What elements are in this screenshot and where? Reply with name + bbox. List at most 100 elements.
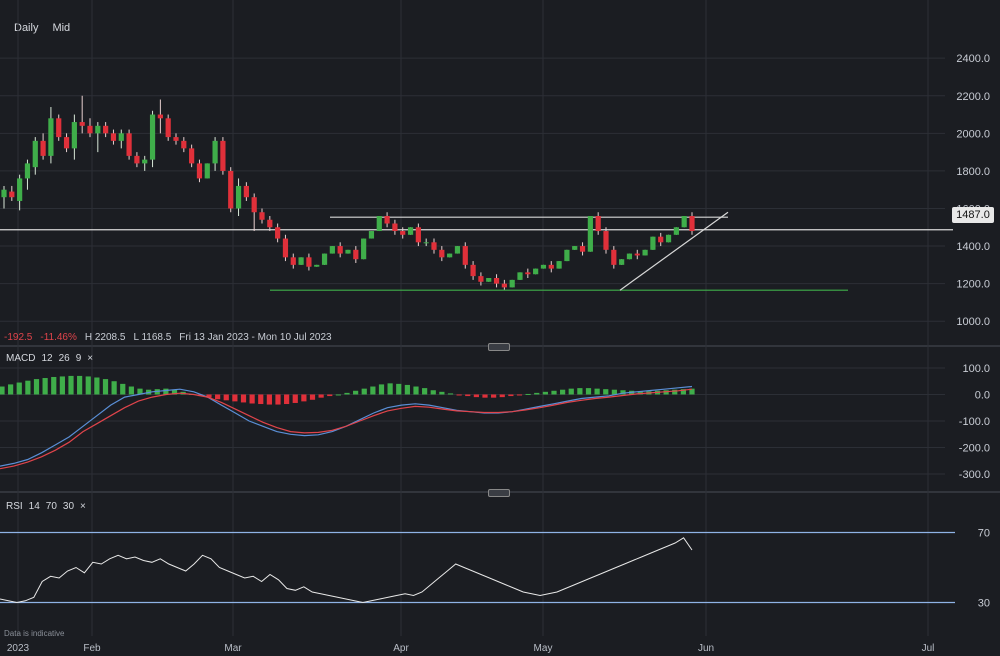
- current-price-badge: 1487.0: [952, 207, 994, 223]
- candle-body: [384, 216, 390, 224]
- macd-histogram-bar: [534, 392, 540, 395]
- candle-body: [63, 137, 70, 149]
- candle-body: [251, 197, 257, 213]
- candle-body: [509, 279, 515, 288]
- candle-body: [181, 140, 187, 149]
- macd-histogram-bar: [542, 391, 548, 395]
- candle-body: [95, 125, 101, 134]
- macd-histogram-bar: [240, 394, 247, 403]
- x-tick-label: Mar: [224, 643, 242, 654]
- candle-body: [673, 227, 679, 235]
- macd-histogram-bar: [120, 383, 126, 395]
- macd-histogram-bar: [672, 389, 678, 395]
- x-tick-label: Jul: [922, 643, 935, 654]
- candle-body: [353, 249, 359, 260]
- macd-histogram-bar: [508, 394, 514, 397]
- candle-body: [634, 253, 640, 256]
- y-tick-label: 2000.0: [956, 128, 990, 140]
- rsi-upper-level: 70: [45, 501, 57, 512]
- candle-body: [71, 122, 77, 149]
- candle-body: [228, 170, 234, 209]
- rsi-y-tick-label: 30: [978, 598, 990, 610]
- candle-body: [470, 264, 476, 277]
- pane-resize-handle[interactable]: [488, 343, 510, 351]
- macd-histogram-bar: [284, 394, 290, 405]
- candle-body: [126, 133, 132, 156]
- candle-body: [642, 249, 648, 256]
- macd-histogram-bar: [266, 394, 272, 405]
- macd-histogram-bar: [361, 388, 367, 395]
- macd-histogram-bar: [663, 390, 669, 395]
- candle-body: [243, 185, 249, 198]
- macd-histogram-bar: [637, 391, 643, 395]
- candle-body: [56, 118, 62, 138]
- candle-body: [376, 216, 382, 232]
- macd-histogram-bar: [8, 384, 14, 395]
- candle-body: [196, 163, 203, 179]
- macd-legend: MACD 12 26 9 ×: [6, 353, 93, 364]
- candle-body: [400, 231, 406, 235]
- macd-histogram-bar: [525, 393, 531, 395]
- high-value: H 2208.5: [84, 332, 126, 343]
- data-disclaimer: Data is indicative: [4, 629, 65, 638]
- change-value: -192.5: [4, 332, 33, 343]
- candle-body: [212, 140, 218, 164]
- macd-close-icon[interactable]: ×: [87, 353, 94, 364]
- pane-resize-handle[interactable]: [488, 489, 510, 497]
- macd-histogram-bar: [568, 388, 574, 395]
- candle-body: [423, 242, 429, 244]
- candle-body: [220, 140, 226, 171]
- macd-histogram-bar: [439, 391, 445, 395]
- macd-label: MACD: [6, 353, 36, 364]
- rsi-close-icon[interactable]: ×: [80, 501, 86, 512]
- macd-histogram-bar: [378, 384, 385, 395]
- candle-body: [548, 264, 554, 269]
- candle-body: [626, 253, 633, 260]
- date-range: Fri 13 Jan 2023 - Mon 10 Jul 2023: [179, 332, 332, 343]
- candle-body: [611, 249, 617, 265]
- macd-histogram-bar: [396, 383, 402, 395]
- macd-histogram-bar: [68, 375, 74, 395]
- candle-body: [314, 264, 320, 267]
- candle-body: [329, 246, 335, 254]
- candle-body: [48, 118, 54, 156]
- candle-body: [415, 227, 421, 243]
- change-percent: -11.46%: [40, 332, 77, 343]
- candle-body: [87, 125, 93, 134]
- rsi-lower-level: 30: [62, 501, 75, 512]
- macd-histogram-bar: [85, 376, 91, 395]
- candle-body: [142, 159, 148, 164]
- candle-body: [282, 238, 289, 258]
- candle-body: [267, 219, 273, 228]
- rsi-label: RSI: [6, 501, 23, 512]
- macd-histogram-bar: [33, 379, 40, 395]
- macd-histogram-bar: [680, 389, 686, 395]
- candle-body: [595, 216, 601, 232]
- candle-body: [587, 216, 593, 252]
- macd-histogram-bar: [422, 388, 428, 395]
- candle-body: [103, 125, 109, 134]
- candle-body: [298, 257, 304, 265]
- macd-histogram-bar: [465, 394, 471, 397]
- candle-body: [24, 163, 31, 179]
- candle-body: [454, 246, 461, 254]
- x-axis-bar: [0, 636, 1000, 656]
- candle-body: [533, 268, 539, 275]
- macd-histogram-bar: [387, 383, 393, 395]
- candle-body: [110, 133, 117, 141]
- candle-body: [572, 246, 578, 250]
- candle-body: [689, 216, 695, 232]
- macd-histogram-bar: [499, 394, 505, 398]
- candle-body: [368, 231, 375, 239]
- rsi-line: [0, 537, 693, 604]
- candle-body: [564, 249, 570, 262]
- macd-histogram-bar: [577, 388, 583, 395]
- macd-histogram-bar: [16, 382, 22, 395]
- mid-button[interactable]: Mid: [52, 22, 71, 34]
- signal-line: [0, 388, 693, 470]
- candle-body: [407, 227, 414, 235]
- macd-histogram-bar: [163, 388, 169, 395]
- candle-body: [540, 264, 547, 269]
- daily-button[interactable]: Daily: [14, 22, 39, 34]
